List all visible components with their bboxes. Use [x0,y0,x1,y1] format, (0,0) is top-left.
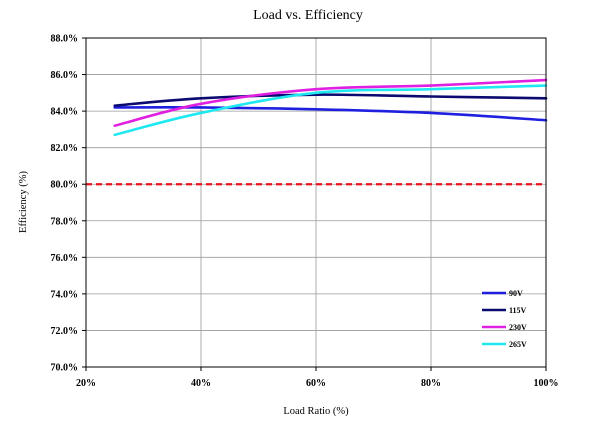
chart-title: Load vs. Efficiency [253,8,363,23]
y-tick-labels: 70.0% 72.0% 74.0% 76.0% 78.0% 80.0% 82.0% 84.0%… [51,34,86,374]
x-tick-labels: 20% 40% 60% 80% 100% [76,367,559,389]
series-line-265v [113,84,548,137]
legend-label-90v: 90V [509,289,523,298]
y-tick-label: 80.0% [51,180,79,191]
legend-label-230v: 230V [509,323,527,332]
y-tick-label: 70.0% [51,363,79,374]
y-tick-label: 82.0% [51,143,79,154]
y-tick-label: 72.0% [51,326,79,337]
x-tick-label: 100% [534,378,559,389]
y-axis-label: Efficiency (%) [18,171,29,233]
grid-layer [86,38,546,367]
legend: 90V 115V 230V 265V [482,289,527,349]
series-line-115v [113,93,548,107]
y-tick-label: 76.0% [51,253,79,264]
x-axis-label: Load Ratio (%) [283,406,349,417]
series-line-230v [113,78,548,128]
x-tick-label: 40% [191,378,211,389]
y-tick-label: 88.0% [51,34,79,45]
series-line-90v [113,106,548,122]
legend-label-265v: 265V [509,340,527,349]
y-tick-label: 78.0% [51,216,79,227]
y-tick-label: 86.0% [51,70,79,81]
series-layer [113,78,548,137]
legend-label-115v: 115V [509,306,527,315]
x-tick-label: 80% [421,378,441,389]
x-tick-label: 20% [76,378,96,389]
x-tick-label: 60% [306,378,326,389]
y-tick-label: 74.0% [51,289,79,300]
y-tick-label: 84.0% [51,107,79,118]
